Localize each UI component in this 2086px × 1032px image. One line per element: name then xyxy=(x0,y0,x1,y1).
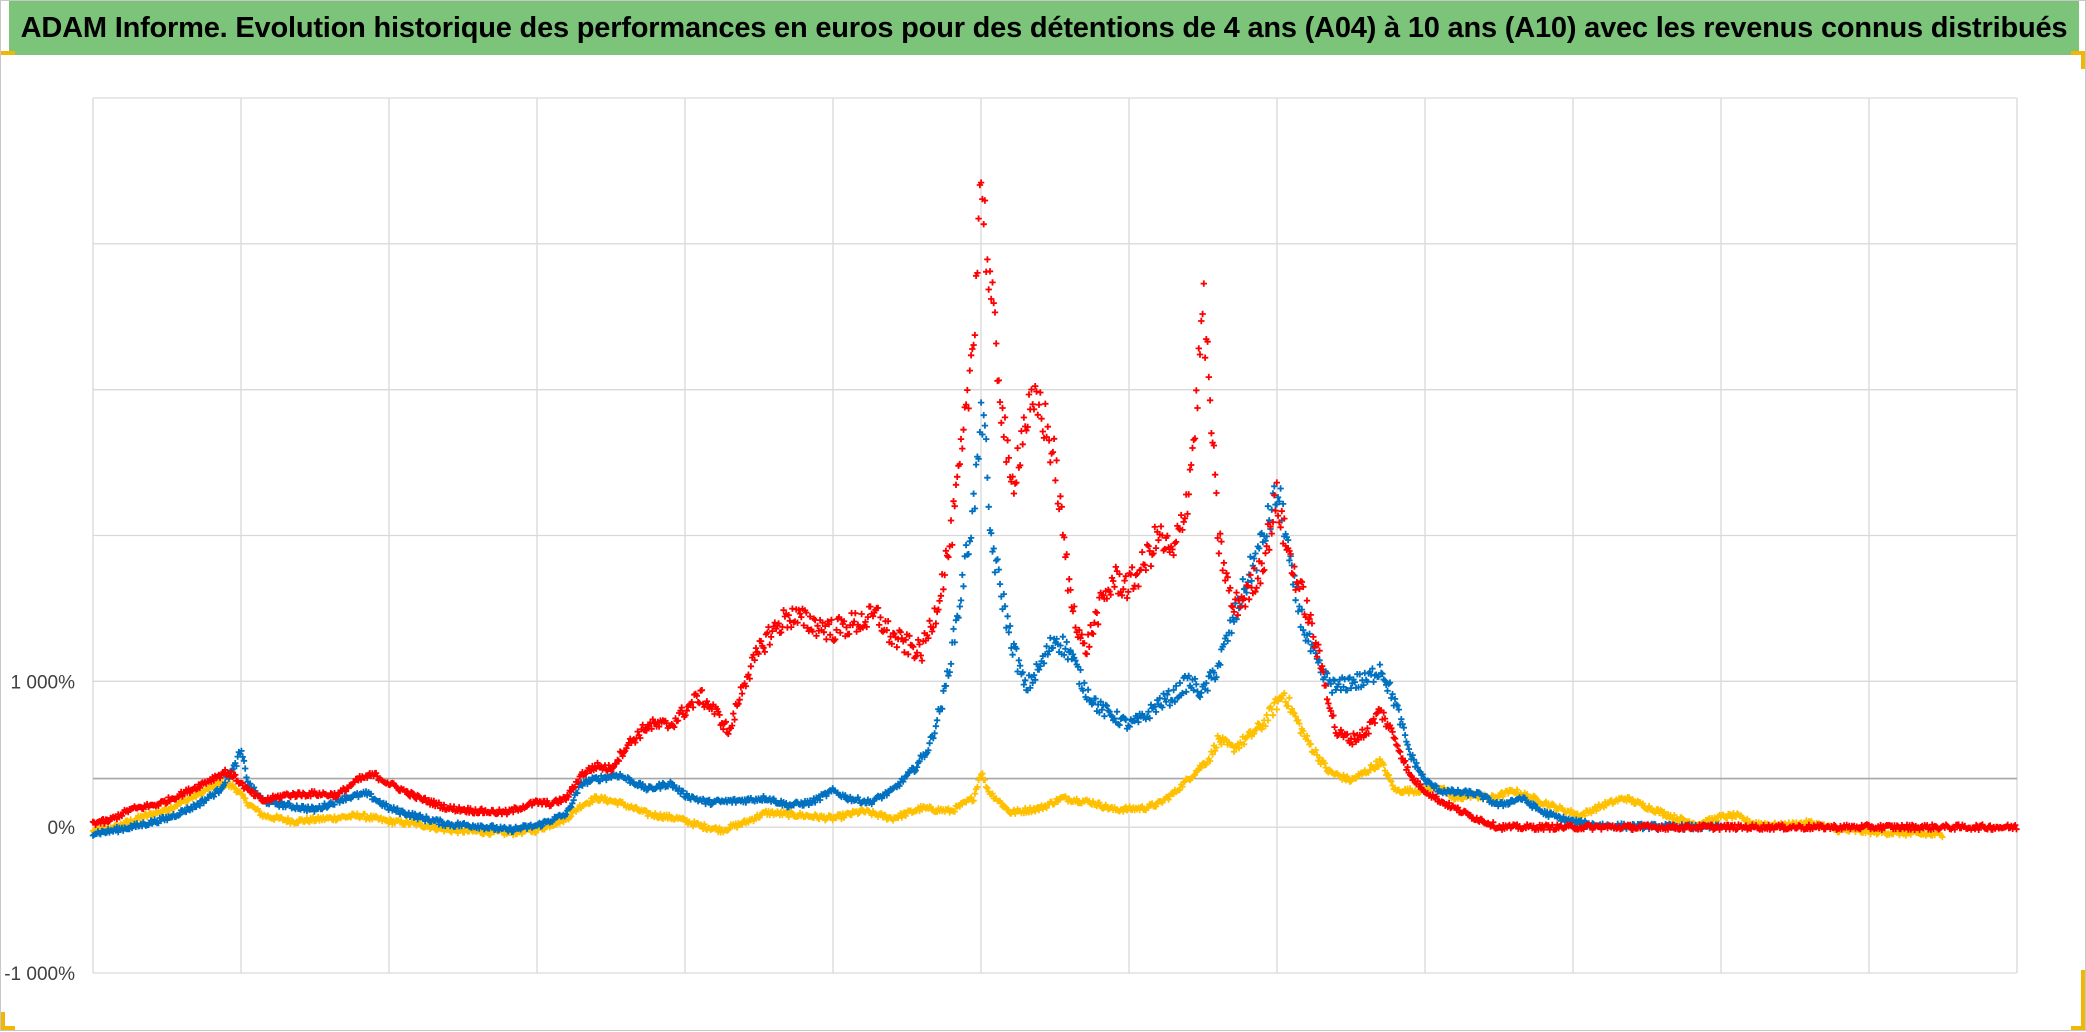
y-tick-label: 1 000% xyxy=(11,672,76,693)
series-0 xyxy=(89,689,1946,841)
title-bar: ADAM Informe. Evolution historique des p… xyxy=(9,1,2079,55)
chart-title: ADAM Informe. Evolution historique des p… xyxy=(20,11,2068,44)
corner-accent-bottom-left xyxy=(1,1026,15,1030)
series-1 xyxy=(89,399,1725,839)
series-2-markers xyxy=(89,179,2020,833)
tick-label-layer: -1 000% 0% 1 000% xyxy=(4,672,75,985)
corner-accent-top-right-vertical xyxy=(2081,51,2085,69)
grid-layer xyxy=(92,97,2018,974)
series-0-markers xyxy=(89,689,1946,841)
corner-accent-bottom-left-vertical xyxy=(1,1012,5,1030)
corner-accent-top-right xyxy=(2071,51,2085,55)
corner-accent-top-left xyxy=(1,51,15,55)
series-2 xyxy=(89,179,2020,833)
y-tick-label: -1 000% xyxy=(4,964,75,985)
series-1-markers xyxy=(89,399,1725,839)
corner-accent-bottom-right xyxy=(2071,1026,2085,1030)
series-layer xyxy=(89,179,2020,841)
corner-accent-bottom-right-vertical xyxy=(2081,970,2085,1030)
y-tick-label: 0% xyxy=(48,818,76,839)
